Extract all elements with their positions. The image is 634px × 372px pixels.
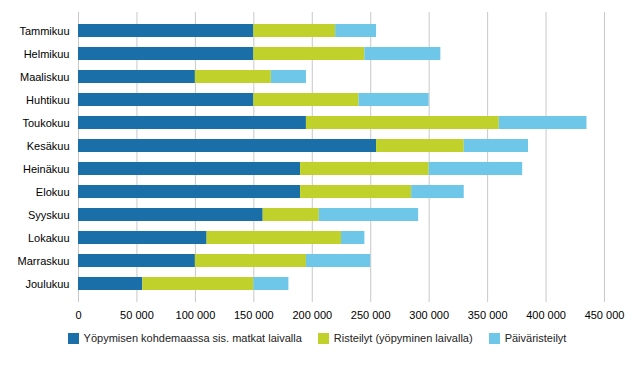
svg-text:150 000: 150 000	[234, 309, 274, 321]
html-text:Yöpymisen kohdemaassa sis. mat: Yöpymisen kohdemaassa sis. matkat laival…	[83, 332, 302, 344]
svg-text:300 000: 300 000	[409, 309, 449, 321]
svg-text:450 000: 450 000	[585, 309, 625, 321]
svg-text:Tammikuu: Tammikuu	[19, 25, 69, 37]
svg-text:250 000: 250 000	[351, 309, 391, 321]
svg-text:50 000: 50 000	[120, 309, 154, 321]
svg-text:Marraskuu: Marraskuu	[18, 255, 70, 267]
svg-text:Elokuu: Elokuu	[36, 186, 70, 198]
html-text:Päiväristeilyt: Päiväristeilyt	[504, 332, 567, 344]
svg-text:350 000: 350 000	[468, 309, 508, 321]
svg-text:200 000: 200 000	[292, 309, 332, 321]
svg-text:Heinäkuu: Heinäkuu	[23, 163, 69, 175]
svg-text:Kesäkuu: Kesäkuu	[27, 140, 70, 152]
svg-text:Syyskuu: Syyskuu	[28, 209, 70, 221]
svg-text:Maaliskuu: Maaliskuu	[20, 71, 70, 83]
svg-text:Joulukuu: Joulukuu	[25, 278, 69, 290]
svg-text:Lokakuu: Lokakuu	[28, 232, 70, 244]
html-text:Risteilyt (yöpyminen laivalla): Risteilyt (yöpyminen laivalla)	[333, 332, 473, 344]
svg-text:0: 0	[75, 309, 81, 321]
svg-text:Huhtikuu: Huhtikuu	[26, 94, 69, 106]
svg-text:400 000: 400 000	[526, 309, 566, 321]
svg-text:100 000: 100 000	[176, 309, 216, 321]
svg-text:Helmikuu: Helmikuu	[24, 48, 70, 60]
svg-text:Toukokuu: Toukokuu	[22, 117, 69, 129]
